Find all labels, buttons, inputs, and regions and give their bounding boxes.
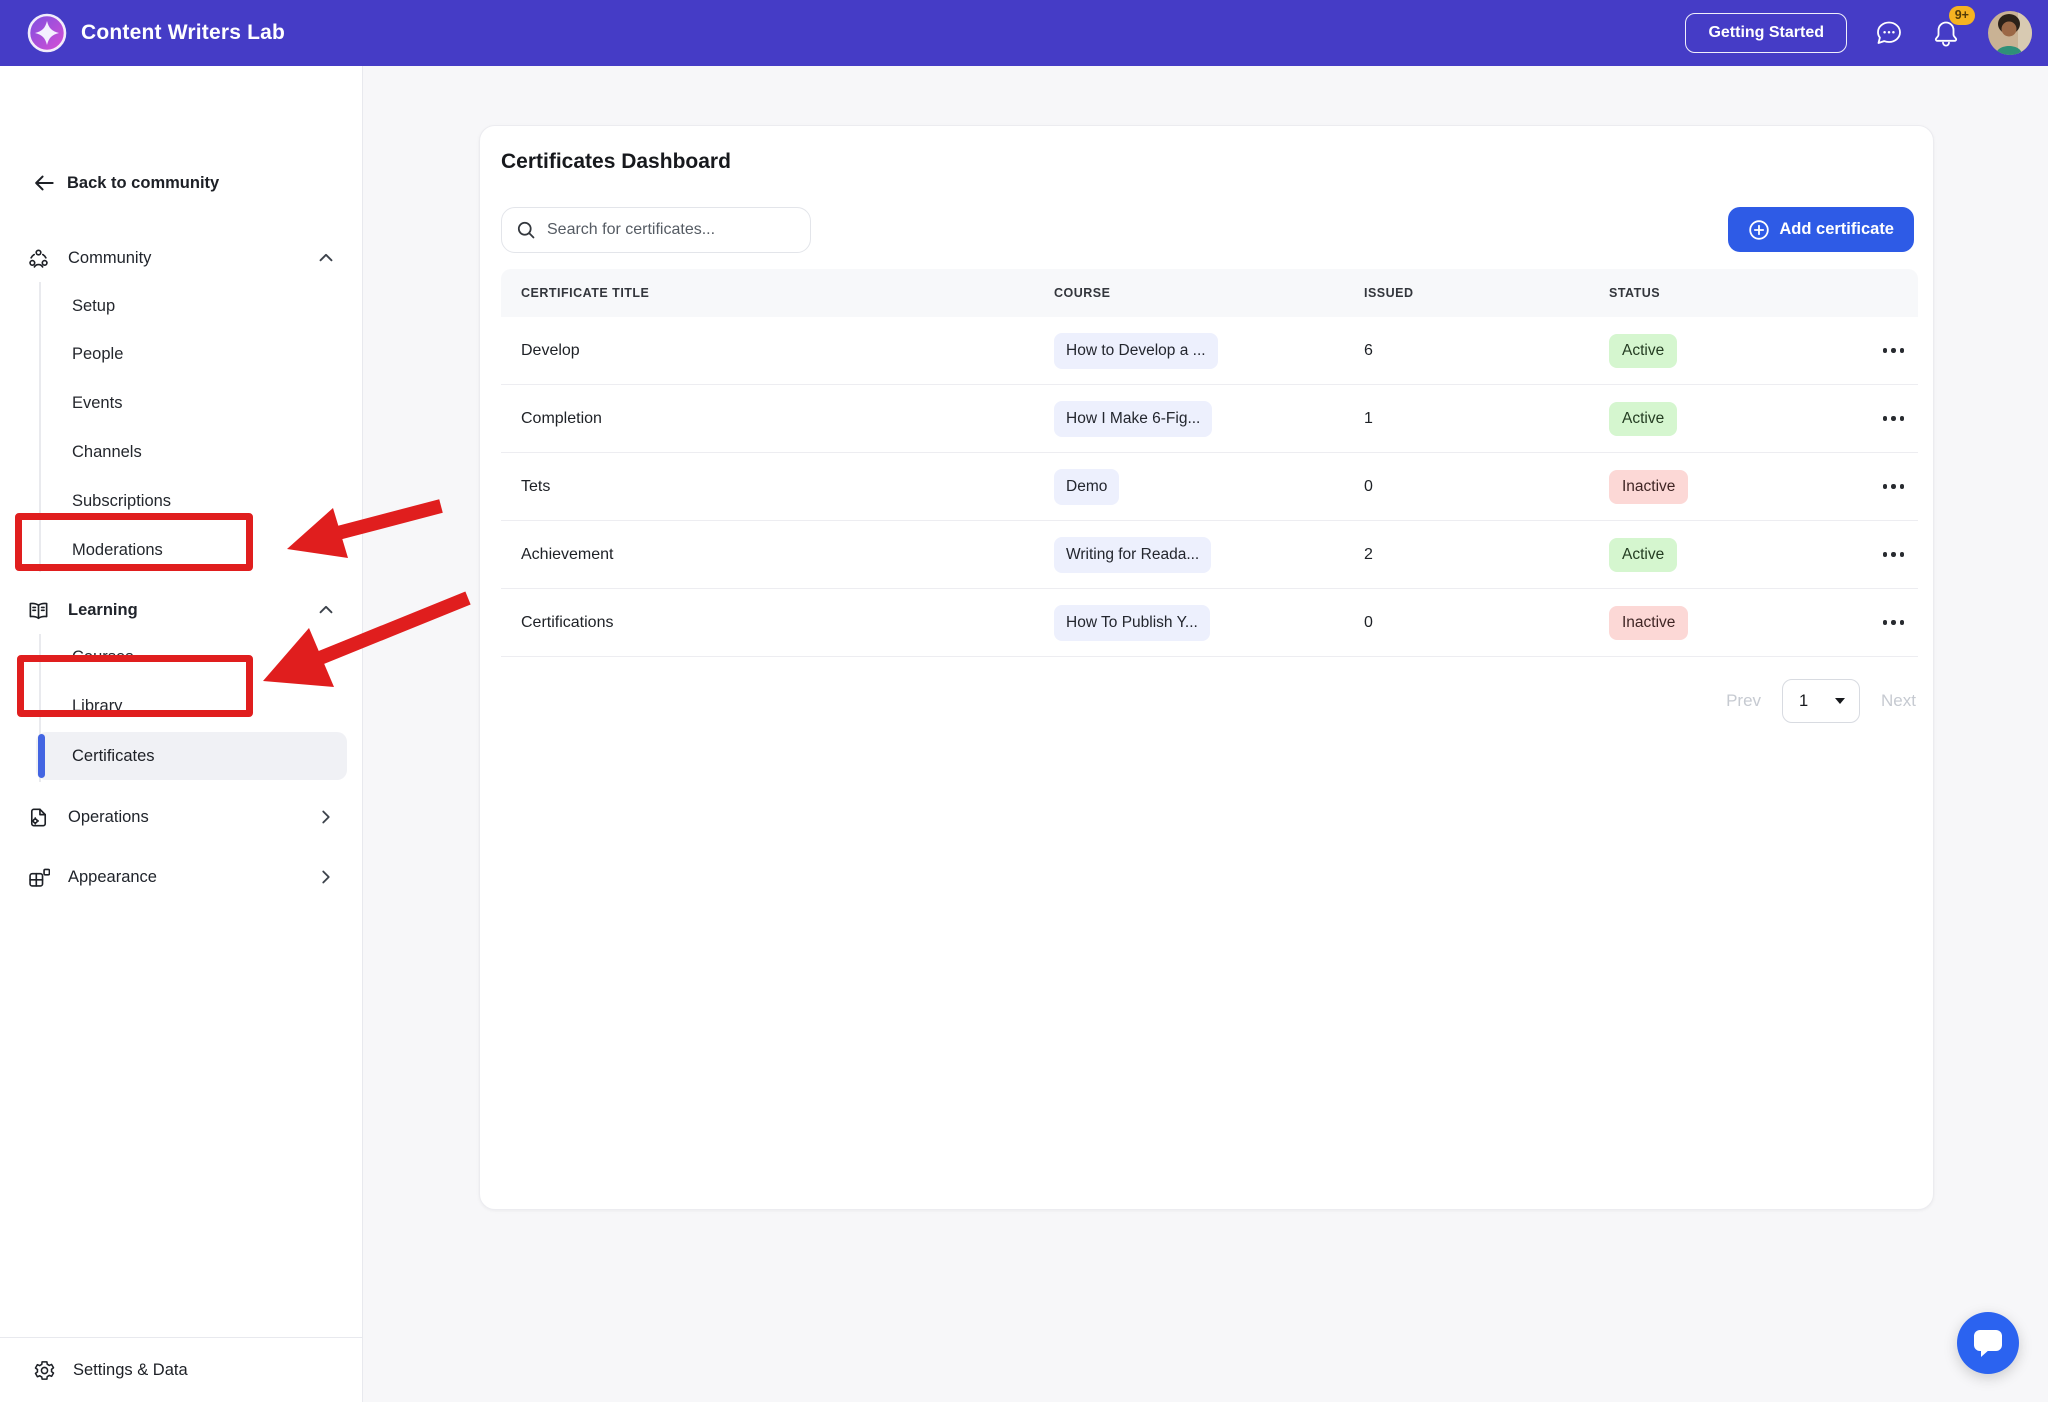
status-badge: Inactive	[1609, 605, 1689, 640]
sidebar-item-community[interactable]: Community	[0, 236, 362, 280]
status-badge: Active	[1609, 333, 1678, 368]
table-row: Achievement Writing for Reada... 2 Activ…	[501, 521, 1918, 589]
row-actions-menu[interactable]	[1882, 620, 1919, 625]
app-title: Content Writers Lab	[81, 21, 286, 44]
chevron-right-icon	[322, 870, 330, 884]
community-logo-icon[interactable]	[27, 13, 67, 53]
column-header-course: COURSE	[1054, 286, 1111, 300]
certificates-dashboard-card: Certificates Dashboard Add certificate C…	[479, 125, 1934, 1210]
course-pill: Writing for Reada...	[1054, 536, 1212, 573]
notifications-button[interactable]: 9+	[1931, 6, 1975, 48]
plus-circle-icon	[1749, 219, 1770, 240]
sidebar-item-operations[interactable]: Operations	[0, 795, 362, 839]
issued-count: 0	[1364, 477, 1373, 495]
community-people-icon	[29, 248, 48, 268]
messages-icon[interactable]	[1874, 18, 1904, 48]
add-certificate-button[interactable]: Add certificate	[1728, 207, 1914, 252]
row-actions-menu[interactable]	[1882, 416, 1919, 421]
chevron-up-icon	[319, 253, 333, 262]
appearance-layout-icon	[29, 868, 50, 887]
course-pill: Demo	[1054, 468, 1120, 505]
certificate-title: Develop	[521, 341, 580, 359]
user-avatar[interactable]	[1988, 11, 2032, 55]
chat-bubble-icon	[1974, 1330, 2002, 1357]
table-row: Tets Demo 0 Inactive	[501, 453, 1918, 521]
table-header: CERTIFICATE TITLE COURSE ISSUED STATUS	[501, 269, 1918, 317]
row-actions-menu[interactable]	[1882, 552, 1919, 557]
notification-badge: 9+	[1948, 6, 1975, 25]
course-pill: How To Publish Y...	[1054, 604, 1210, 641]
next-page-button[interactable]: Next	[1881, 691, 1916, 710]
column-header-issued: ISSUED	[1364, 286, 1414, 300]
certificate-title: Tets	[521, 477, 551, 495]
open-book-icon	[29, 602, 48, 619]
sidebar-item-subscriptions[interactable]: Subscriptions	[72, 492, 172, 510]
bell-icon	[1934, 21, 1958, 47]
operations-doc-gear-icon	[30, 808, 47, 826]
sidebar-item-learning[interactable]: Learning	[0, 588, 362, 632]
issued-count: 0	[1364, 613, 1373, 631]
row-actions-menu[interactable]	[1882, 484, 1919, 489]
page-title: Certificates Dashboard	[501, 150, 731, 173]
sidebar-item-events[interactable]: Events	[72, 394, 123, 412]
issued-count: 1	[1364, 409, 1373, 427]
top-header: Content Writers Lab Getting Started 9+	[0, 0, 2048, 66]
chat-launcher-button[interactable]	[1957, 1312, 2019, 1374]
sidebar-item-library[interactable]: Library	[72, 697, 123, 715]
table-row: Develop How to Develop a ... 6 Active	[501, 317, 1918, 385]
sidebar-item-moderations[interactable]: Moderations	[72, 541, 163, 559]
sidebar-item-certificates[interactable]: Certificates	[36, 732, 347, 780]
main-content: Certificates Dashboard Add certificate C…	[364, 66, 2048, 1402]
search-icon	[517, 221, 535, 238]
status-badge: Active	[1609, 537, 1678, 572]
page-select[interactable]: 1	[1782, 679, 1861, 723]
dashboard-toolbar: Add certificate	[501, 207, 1914, 253]
certificates-table: CERTIFICATE TITLE COURSE ISSUED STATUS D…	[501, 269, 1918, 657]
sidebar-item-people[interactable]: People	[72, 345, 124, 363]
table-row: Completion How I Make 6-Fig... 1 Active	[501, 385, 1918, 453]
pagination: Prev 1 Next	[1726, 679, 1916, 723]
sidebar-item-courses[interactable]: Courses	[72, 648, 134, 666]
chevron-up-icon	[319, 605, 333, 614]
course-pill: How to Develop a ...	[1054, 332, 1218, 369]
course-pill: How I Make 6-Fig...	[1054, 400, 1213, 437]
status-badge: Active	[1609, 401, 1678, 436]
column-header-title: CERTIFICATE TITLE	[521, 286, 650, 300]
back-arrow-icon	[35, 175, 54, 191]
issued-count: 2	[1364, 545, 1373, 563]
sidebar-item-settings-data[interactable]: Settings & Data	[0, 1337, 362, 1402]
admin-sidebar: Back to community Community Setup People…	[0, 66, 363, 1402]
sidebar-item-channels[interactable]: Channels	[72, 443, 142, 461]
getting-started-button[interactable]: Getting Started	[1685, 13, 1847, 53]
issued-count: 6	[1364, 341, 1373, 359]
prev-page-button[interactable]: Prev	[1726, 691, 1762, 710]
search-input[interactable]	[547, 221, 798, 239]
sidebar-item-appearance[interactable]: Appearance	[0, 855, 362, 899]
nav-group-guide	[39, 282, 41, 572]
chevron-right-icon	[322, 810, 330, 824]
gear-icon	[34, 1360, 55, 1380]
certificate-title: Completion	[521, 409, 602, 427]
row-actions-menu[interactable]	[1882, 348, 1919, 353]
active-nav-indicator	[38, 734, 45, 778]
certificate-title: Certifications	[521, 613, 614, 631]
status-badge: Inactive	[1609, 469, 1689, 504]
certificate-title: Achievement	[521, 545, 614, 563]
caret-down-icon	[1835, 698, 1846, 704]
nav-group-guide	[39, 634, 41, 782]
column-header-status: STATUS	[1609, 286, 1661, 300]
sidebar-item-setup[interactable]: Setup	[72, 297, 116, 315]
back-to-community-link[interactable]: Back to community	[31, 172, 219, 194]
table-row: Certifications How To Publish Y... 0 Ina…	[501, 589, 1918, 657]
certificate-search[interactable]	[501, 207, 811, 253]
